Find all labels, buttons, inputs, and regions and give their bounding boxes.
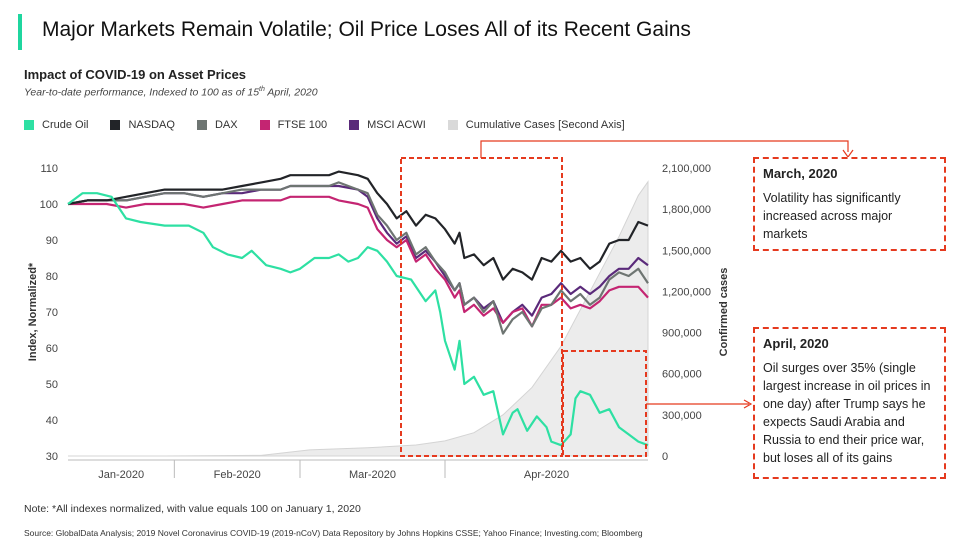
y-tick-label: 70 xyxy=(46,307,58,319)
callout-april: April, 2020 Oil surges over 35% (single … xyxy=(753,327,946,479)
ftse-100-line xyxy=(68,195,649,328)
legend-swatch xyxy=(110,120,121,130)
y2-tick-label: 1,200,000 xyxy=(662,286,711,298)
y-axis-label: Index, Normalized* xyxy=(27,262,39,361)
legend-item-ftse: FTSE 100 xyxy=(259,119,328,131)
chart-title: Impact of COVID-19 on Asset Prices xyxy=(24,67,247,82)
title-accent-bar xyxy=(18,14,22,50)
x-tick-label: Mar-2020 xyxy=(349,469,396,481)
legend-label: DAX xyxy=(214,119,238,131)
legend-item-cases: Cumulative Cases [Second Axis] xyxy=(447,119,625,131)
y-tick-label: 60 xyxy=(46,343,58,355)
crude-oil-line xyxy=(67,192,649,447)
legend-swatch xyxy=(259,120,270,130)
legend-item-dax: DAX xyxy=(196,119,238,131)
legend-swatch xyxy=(24,120,34,130)
y2-tick-label: 600,000 xyxy=(662,369,702,381)
legend-item-nasdaq: NASDAQ xyxy=(110,119,175,131)
callout-april-title: April, 2020 xyxy=(763,336,829,351)
y2-tick-label: 0 xyxy=(662,451,668,463)
dax-line xyxy=(67,181,649,335)
chart-subtitle: Year-to-date performance, Indexed to 100… xyxy=(24,86,318,99)
legend-label: Cumulative Cases [Second Axis] xyxy=(465,119,625,131)
y2-tick-label: 2,100,000 xyxy=(662,163,711,175)
y2-tick-label: 900,000 xyxy=(662,328,702,340)
callout-march-text: Volatility has significantly increased a… xyxy=(763,191,901,241)
callout-april-text: Oil surges over 35% (single largest incr… xyxy=(763,361,931,465)
legend-swatch xyxy=(349,120,360,130)
y2-tick-label: 300,000 xyxy=(662,410,702,422)
march-connector-line xyxy=(480,140,849,158)
legend-swatch xyxy=(447,120,458,130)
x-tick-label: Apr-2020 xyxy=(524,469,569,481)
legend-label: Crude Oil xyxy=(42,119,89,131)
y-tick-label: 100 xyxy=(40,199,58,211)
legend-label: NASDAQ xyxy=(128,119,175,131)
callout-march-title: March, 2020 xyxy=(763,166,838,181)
x-tick-label: Feb-2020 xyxy=(214,469,261,481)
nasdaq-line xyxy=(67,170,649,281)
y-tick-label: 110 xyxy=(40,163,58,175)
callout-march: March, 2020 Volatility has significantly… xyxy=(753,157,946,251)
cases-area-series xyxy=(68,180,649,457)
april-highlight-box xyxy=(562,350,647,457)
chart-legend: Crude Oil NASDAQ DAX FTSE 100 MSCI ACWI … xyxy=(24,119,647,131)
legend-swatch xyxy=(196,120,207,130)
chart-note: Note: *All indexes normalized, with valu… xyxy=(24,503,361,515)
legend-label: MSCI ACWI xyxy=(367,119,426,131)
legend-item-crude-oil: Crude Oil xyxy=(24,119,88,131)
y2-tick-label: 1,500,000 xyxy=(662,245,711,257)
y2-axis-label: Confirmed cases xyxy=(718,268,730,357)
page-title: Major Markets Remain Volatile; Oil Price… xyxy=(42,18,691,41)
legend-item-msci: MSCI ACWI xyxy=(349,119,426,131)
y-tick-label: 30 xyxy=(46,451,58,463)
x-tick-label: Jan-2020 xyxy=(98,469,144,481)
y2-tick-label: 1,800,000 xyxy=(662,204,711,216)
legend-label: FTSE 100 xyxy=(277,119,328,131)
y-tick-label: 80 xyxy=(46,271,58,283)
y-tick-label: 90 xyxy=(46,235,58,247)
april-arrow-head xyxy=(743,399,753,409)
chart-source: Source: GlobalData Analysis; 2019 Novel … xyxy=(24,528,643,538)
y-tick-label: 40 xyxy=(46,415,58,427)
y-tick-label: 50 xyxy=(46,379,58,391)
